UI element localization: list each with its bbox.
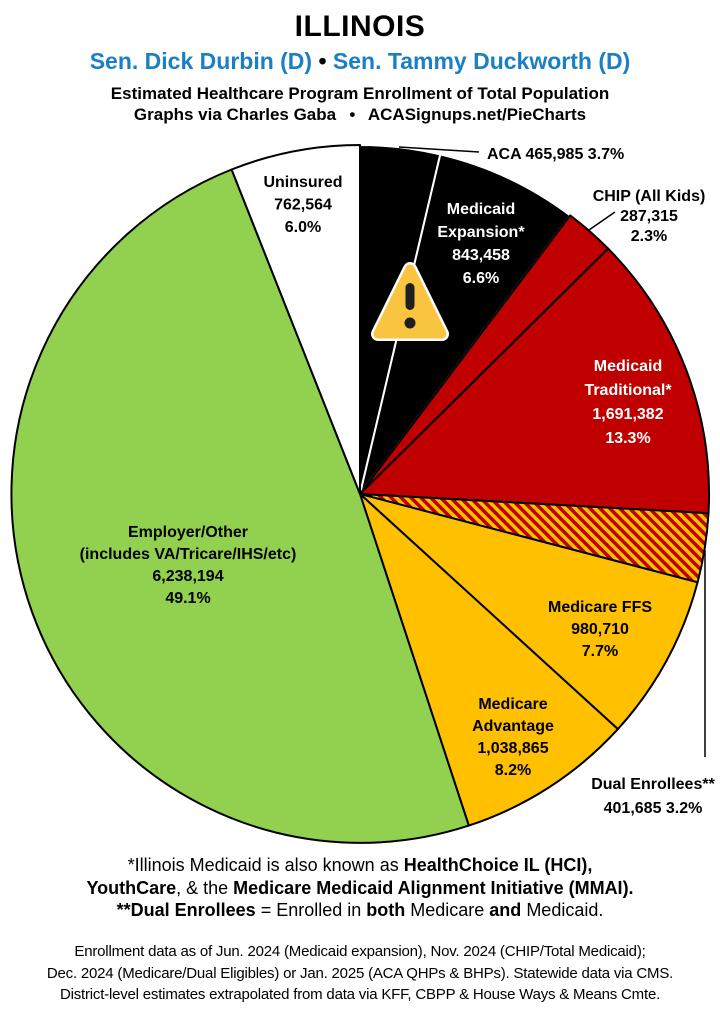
source-note: Enrollment data as of Jun. 2024 (Medicai… xyxy=(0,941,720,1006)
footnote-line: *Illinois Medicaid is also known as Heal… xyxy=(0,854,720,877)
slice-label-medicaid-expansion: Medicaid Expansion* 843,458 6.6% xyxy=(437,201,525,287)
credit-line: Graphs via Charles Gaba • ACASignups.net… xyxy=(133,105,587,124)
senator-name-segment: • xyxy=(312,48,333,74)
source-note-line: Enrollment data as of Jun. 2024 (Medicai… xyxy=(74,943,646,960)
leader-lines xyxy=(398,146,706,757)
pie-slice-employer-other xyxy=(10,168,470,844)
footnote-segment: YouthCare xyxy=(86,877,177,898)
footnotes: *Illinois Medicaid is also known as Heal… xyxy=(0,854,720,922)
senator-name-segment: Sen. Tammy Duckworth (D) xyxy=(332,48,631,74)
footnote-segment: , xyxy=(587,855,593,875)
slice-labels: ACA 465,985 3.7% Medicaid Expansion* 843,45… xyxy=(80,146,716,817)
pie-slices xyxy=(10,144,711,844)
leader-line-aca xyxy=(398,146,480,153)
chart-subtitle: Estimated Healthcare Program Enrollment … xyxy=(110,84,610,103)
pie-slice-uninsured xyxy=(230,144,361,495)
pie-slice-medicaid-traditional xyxy=(359,247,711,515)
pie-slice-medicare-ffs xyxy=(359,493,699,731)
slice-label-medicare-advantage: Medicare Advantage 1,038,865 8.2% xyxy=(472,696,554,779)
footnote-line: YouthCare, & the Medicare Medicaid Align… xyxy=(0,877,720,900)
source-note-line: Dec. 2024 (Medicare/Dual Eligibles) or J… xyxy=(46,964,674,982)
warning-icon xyxy=(371,262,449,341)
footnote-segment: and xyxy=(489,900,522,920)
footnote-segment: **Dual Enrollees xyxy=(116,900,256,920)
slice-label-dual-enrollees: Dual Enrollees** 401,685 3.2% xyxy=(591,776,715,817)
leader-line-chip xyxy=(588,211,616,231)
pie-slice-medicare-advantage xyxy=(359,493,619,827)
slice-label-chip: CHIP (All Kids) 287,315 2.3% xyxy=(593,188,706,245)
footnote-segment: Medicare Medicaid Alignment Initiative (… xyxy=(233,877,634,898)
warning-exclamation-bar xyxy=(405,283,415,310)
footnote-segment: HealthChoice IL (HCI) xyxy=(403,855,588,875)
footnote-segment: = Enrolled in xyxy=(255,900,367,920)
source-note-line: District-level estimates extrapolated fr… xyxy=(59,986,661,1003)
slice-label-employer-other: Employer/Other (includes VA/Tricare/IHS/e… xyxy=(80,524,297,607)
footnote-line: **Dual Enrollees = Enrolled in both Medi… xyxy=(0,899,720,922)
senators-line: Sen. Dick Durbin (D) • Sen. Tammy Duckwo… xyxy=(0,48,720,75)
footnote-segment: Medicaid. xyxy=(521,900,604,920)
page-title: ILLINOIS xyxy=(294,10,426,43)
slice-label-medicaid-traditional: Medicaid Traditional* 1,691,382 13.3% xyxy=(584,358,672,447)
footnote-segment: *Illinois Medicaid is also known as xyxy=(127,855,404,875)
senator-name-segment: Sen. Dick Durbin (D) xyxy=(89,48,313,74)
footnote-segment: both xyxy=(366,900,406,920)
slice-label-medicare-ffs: Medicare FFS 980,710 7.7% xyxy=(548,599,652,660)
slice-label-aca: ACA 465,985 3.7% xyxy=(487,146,624,163)
slice-label-uninsured: Uninsured 762,564 6.0% xyxy=(263,174,342,236)
footnote-segment: , & the xyxy=(176,877,234,898)
pie-slice-medicaid-expansion xyxy=(359,153,572,495)
warning-exclamation-dot xyxy=(404,317,416,329)
footnote-segment: Medicare xyxy=(405,900,490,920)
